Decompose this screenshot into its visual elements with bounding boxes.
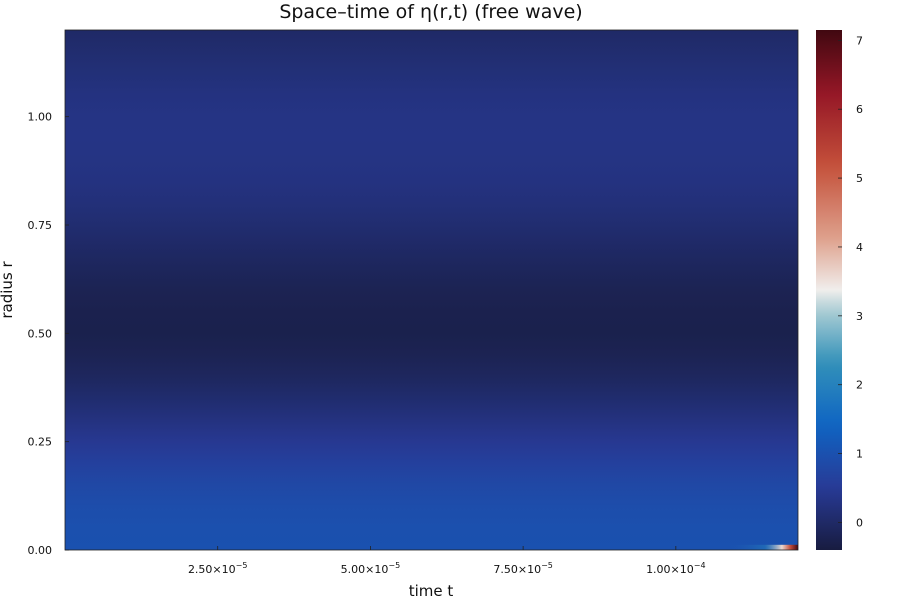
colorbar-tick-label: 7 (856, 34, 863, 47)
y-tick-label: 0.00 (28, 544, 53, 557)
x-tick-label: 7.50×10−5 (493, 561, 553, 576)
colorbar-tick-label: 6 (856, 103, 863, 116)
colorbar-tick-label: 4 (856, 241, 863, 254)
colorbar-tick-label: 1 (856, 448, 863, 461)
x-tick-label: 2.50×10−5 (188, 561, 248, 576)
colorbar-tick-label: 3 (856, 310, 863, 323)
plot-frame (64, 29, 799, 551)
colorbar-tick-label: 0 (856, 516, 863, 529)
x-tick-label: 1.00×10−4 (646, 561, 706, 576)
colorbar-tick-label: 2 (856, 379, 863, 392)
hotspot-mark (724, 544, 798, 550)
x-axis-ticks: 2.50×10−5 5.00×10−5 7.50×10−5 1.00×10−4 (188, 546, 706, 576)
x-axis-label: time t (409, 582, 454, 600)
y-tick-label: 1.00 (28, 111, 53, 124)
chart-title: Space–time of η(r,t) (free wave) (279, 1, 582, 23)
y-tick-label: 0.75 (28, 219, 53, 232)
y-tick-label: 0.50 (28, 327, 53, 340)
y-tick-label: 0.25 (28, 436, 53, 449)
colorbar-ticks: 0 1 2 3 4 5 6 7 (838, 34, 863, 529)
x-tick-label: 5.00×10−5 (341, 561, 401, 576)
colorbar-tick-label: 5 (856, 172, 863, 185)
y-axis-ticks: 0.00 0.25 0.50 0.75 1.00 (28, 111, 69, 557)
y-axis-label: radius r (0, 261, 16, 319)
colorbar (816, 30, 842, 550)
heatmap-field (65, 30, 798, 550)
